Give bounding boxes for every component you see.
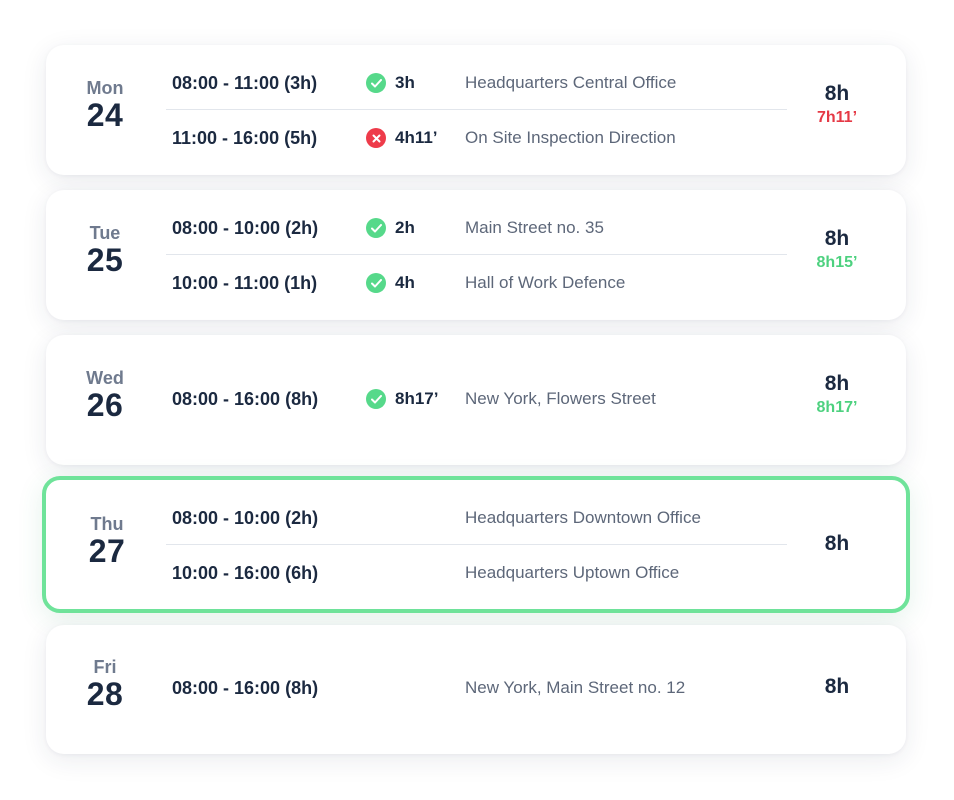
entry-time-range: 11:00 - 16:00 (5h) [172, 128, 318, 148]
day-date: Wed 26 [46, 368, 164, 422]
entry-worked-duration: 2h [395, 218, 415, 237]
day-total: 8h 8h17’ [762, 371, 912, 419]
day-total: 8h [762, 531, 912, 557]
entry-location: Headquarters Central Office [465, 73, 677, 92]
time-entry[interactable]: 08:00 - 11:00 (3h) 3h Headquarters Centr… [166, 56, 787, 110]
time-entry[interactable]: 10:00 - 11:00 (1h) 4h Hall of Work Defen… [172, 256, 787, 310]
day-total-hours: 8h [824, 372, 850, 395]
day-card-thu-27-selected[interactable]: Thu 27 08:00 - 10:00 (2h) Headquarters D… [42, 476, 910, 613]
entry-worked-duration: 3h [395, 73, 415, 92]
entry-time-range: 08:00 - 16:00 (8h) [172, 678, 319, 698]
day-card-tue-25[interactable]: Tue 25 08:00 - 10:00 (2h) 2h Main Street… [46, 190, 906, 320]
day-number: 24 [86, 97, 124, 133]
day-number: 28 [86, 676, 124, 712]
entry-location: Headquarters Downtown Office [465, 508, 701, 527]
entry-worked-duration: 4h [395, 273, 415, 292]
day-number: 25 [86, 242, 124, 278]
entry-time-range: 08:00 - 10:00 (2h) [172, 508, 319, 528]
day-total: 8h 7h11’ [762, 81, 912, 129]
time-entry[interactable]: 08:00 - 10:00 (2h) Headquarters Downtown… [166, 491, 787, 545]
time-entry[interactable]: 08:00 - 10:00 (2h) 2h Main Street no. 35 [166, 201, 787, 255]
day-of-week: Wed [86, 368, 124, 388]
entry-location: New York, Main Street no. 12 [465, 678, 686, 697]
day-total-hours: 8h [824, 532, 850, 555]
day-worked-balance: 8h17’ [816, 399, 858, 416]
check-circle-icon [366, 273, 386, 293]
day-total: 8h [762, 674, 912, 700]
entry-location: Hall of Work Defence [465, 273, 626, 292]
day-total-hours: 8h [824, 227, 850, 250]
entry-status: 2h [366, 218, 415, 238]
time-entry[interactable]: 11:00 - 16:00 (5h) 4h11’ On Site Inspect… [172, 111, 787, 165]
entry-time-range: 08:00 - 11:00 (3h) [172, 73, 318, 93]
day-number: 26 [86, 387, 124, 423]
entry-status: 4h [366, 273, 415, 293]
entry-time-range: 08:00 - 16:00 (8h) [172, 389, 319, 409]
time-entry[interactable]: 08:00 - 16:00 (8h) New York, Main Street… [172, 661, 787, 715]
check-circle-icon [366, 218, 386, 238]
day-worked-balance: 8h15’ [816, 254, 858, 271]
entry-time-range: 08:00 - 10:00 (2h) [172, 218, 319, 238]
day-number: 27 [88, 533, 126, 569]
entry-location: Headquarters Uptown Office [465, 563, 680, 582]
day-of-week: Thu [90, 514, 124, 534]
check-circle-icon [366, 389, 386, 409]
entry-status: 3h [366, 73, 415, 93]
day-total-hours: 8h [824, 82, 850, 105]
entry-worked-duration: 4h11’ [395, 128, 438, 147]
day-card-mon-24[interactable]: Mon 24 08:00 - 11:00 (3h) 3h Headquarter… [46, 45, 906, 175]
day-of-week: Fri [93, 657, 117, 677]
day-card-wed-26[interactable]: Wed 26 08:00 - 16:00 (8h) 8h17’ New York… [46, 335, 906, 465]
day-total-hours: 8h [824, 675, 850, 698]
entry-location: Main Street no. 35 [465, 218, 604, 237]
time-entry[interactable]: 10:00 - 16:00 (6h) Headquarters Uptown O… [172, 546, 787, 600]
entry-location: New York, Flowers Street [465, 389, 656, 408]
day-date: Mon 24 [46, 78, 164, 132]
entry-location: On Site Inspection Direction [465, 128, 676, 147]
time-entry[interactable]: 08:00 - 16:00 (8h) 8h17’ New York, Flowe… [172, 372, 787, 426]
entry-worked-duration: 8h17’ [395, 389, 439, 408]
day-of-week: Tue [89, 223, 121, 243]
day-date: Fri 28 [46, 657, 164, 711]
day-date: Tue 25 [46, 223, 164, 277]
day-worked-balance: 7h11’ [816, 109, 858, 126]
day-of-week: Mon [86, 78, 124, 98]
entry-time-range: 10:00 - 16:00 (6h) [172, 563, 319, 583]
entry-time-range: 10:00 - 11:00 (1h) [172, 273, 318, 293]
day-card-fri-28[interactable]: Fri 28 08:00 - 16:00 (8h) New York, Main… [46, 625, 906, 754]
day-total: 8h 8h15’ [762, 226, 912, 274]
entry-status: 4h11’ [366, 128, 438, 148]
day-date: Thu 27 [48, 514, 166, 568]
entry-status: 8h17’ [366, 389, 438, 409]
check-circle-icon [366, 73, 386, 93]
error-circle-icon [366, 128, 386, 148]
